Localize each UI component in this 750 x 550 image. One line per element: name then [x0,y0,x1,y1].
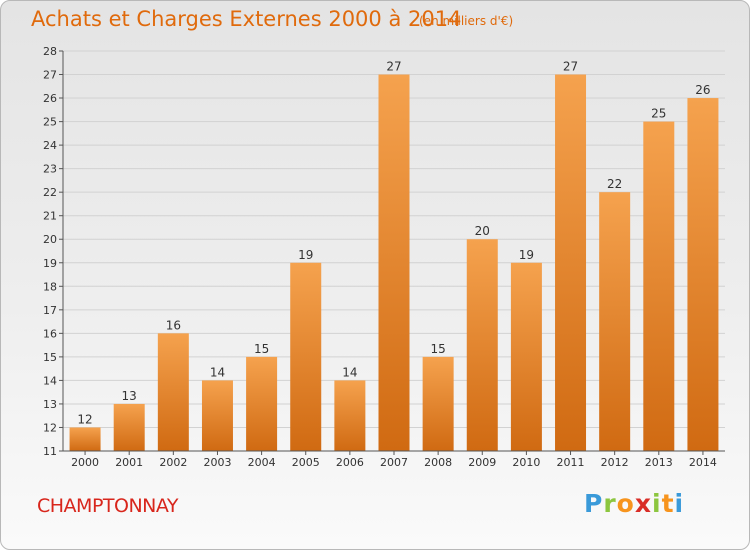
logo-letter: i [674,489,685,518]
bar-2003 [201,380,233,451]
y-tick-label: 13 [43,398,57,411]
y-tick-label: 23 [43,163,57,176]
logo-letter: P [584,489,604,518]
y-tick-label: 14 [43,374,57,387]
value-label-2011: 27 [563,60,578,74]
value-label-2003: 14 [210,365,225,379]
bar-2006 [334,380,366,451]
logo-letter: i [652,489,662,518]
bar-2012 [599,192,631,452]
logo-letter: o [616,489,635,518]
x-tick-label-2003: 2003 [203,456,231,469]
y-tick-label: 20 [43,233,57,246]
x-tick-label-2001: 2001 [115,456,143,469]
logo-letter: r [603,489,617,518]
bar-2007 [378,74,410,451]
proxiti-logo: Proxiti [584,489,684,518]
y-tick-label: 27 [43,69,57,82]
value-label-2005: 19 [298,248,313,262]
x-tick-label-2012: 2012 [601,456,629,469]
value-label-2014: 26 [695,83,710,97]
value-label-2001: 13 [122,389,137,403]
bar-2001 [113,403,145,451]
y-tick-label: 26 [43,92,57,105]
x-tick-label-2000: 2000 [71,456,99,469]
bar-2002 [157,333,189,451]
y-tick-label: 18 [43,280,57,293]
chart-title: Achats et Charges Externes 2000 à 2014 [31,7,462,31]
x-tick-label-2010: 2010 [512,456,540,469]
bar-2005 [290,262,322,451]
value-label-2004: 15 [254,342,269,356]
commune-name: CHAMPTONNAY [37,495,179,517]
value-label-2009: 20 [475,224,490,238]
x-tick-label-2013: 2013 [645,456,673,469]
bar-2009 [466,239,498,451]
x-tick-label-2004: 2004 [248,456,276,469]
bar-2014 [687,98,719,451]
x-tick-label-2005: 2005 [292,456,320,469]
value-label-2002: 16 [166,318,181,332]
logo-letter: x [634,489,652,518]
chart-subtitle: (en milliers d'€) [419,14,514,28]
y-tick-label: 25 [43,116,57,129]
x-tick-label-2007: 2007 [380,456,408,469]
logo-letter: t [661,489,675,518]
bar-2000 [69,427,101,451]
value-label-2013: 25 [651,107,666,121]
value-label-2000: 12 [77,412,92,426]
value-label-2006: 14 [342,365,357,379]
x-tick-label-2002: 2002 [159,456,187,469]
value-label-2010: 19 [519,248,534,262]
y-tick-label: 28 [43,45,57,58]
y-tick-label: 21 [43,210,57,223]
bar-2013 [643,121,675,452]
y-tick-label: 11 [43,445,57,458]
value-label-2008: 15 [430,342,445,356]
bar-2011 [555,74,587,451]
y-tick-label: 24 [43,139,57,152]
y-tick-label: 22 [43,186,57,199]
bar-2008 [422,356,454,451]
y-tick-label: 19 [43,257,57,270]
y-tick-label: 16 [43,327,57,340]
x-tick-label-2009: 2009 [468,456,496,469]
x-tick-label-2014: 2014 [689,456,717,469]
y-tick-label: 15 [43,351,57,364]
bar-2004 [246,356,278,451]
x-tick-label-2011: 2011 [557,456,585,469]
value-label-2007: 27 [386,60,401,74]
x-tick-label-2006: 2006 [336,456,364,469]
x-tick-label-2008: 2008 [424,456,452,469]
y-tick-label: 17 [43,304,57,317]
y-tick-label: 12 [43,421,57,434]
bar-2010 [510,262,542,451]
value-label-2012: 22 [607,177,622,191]
